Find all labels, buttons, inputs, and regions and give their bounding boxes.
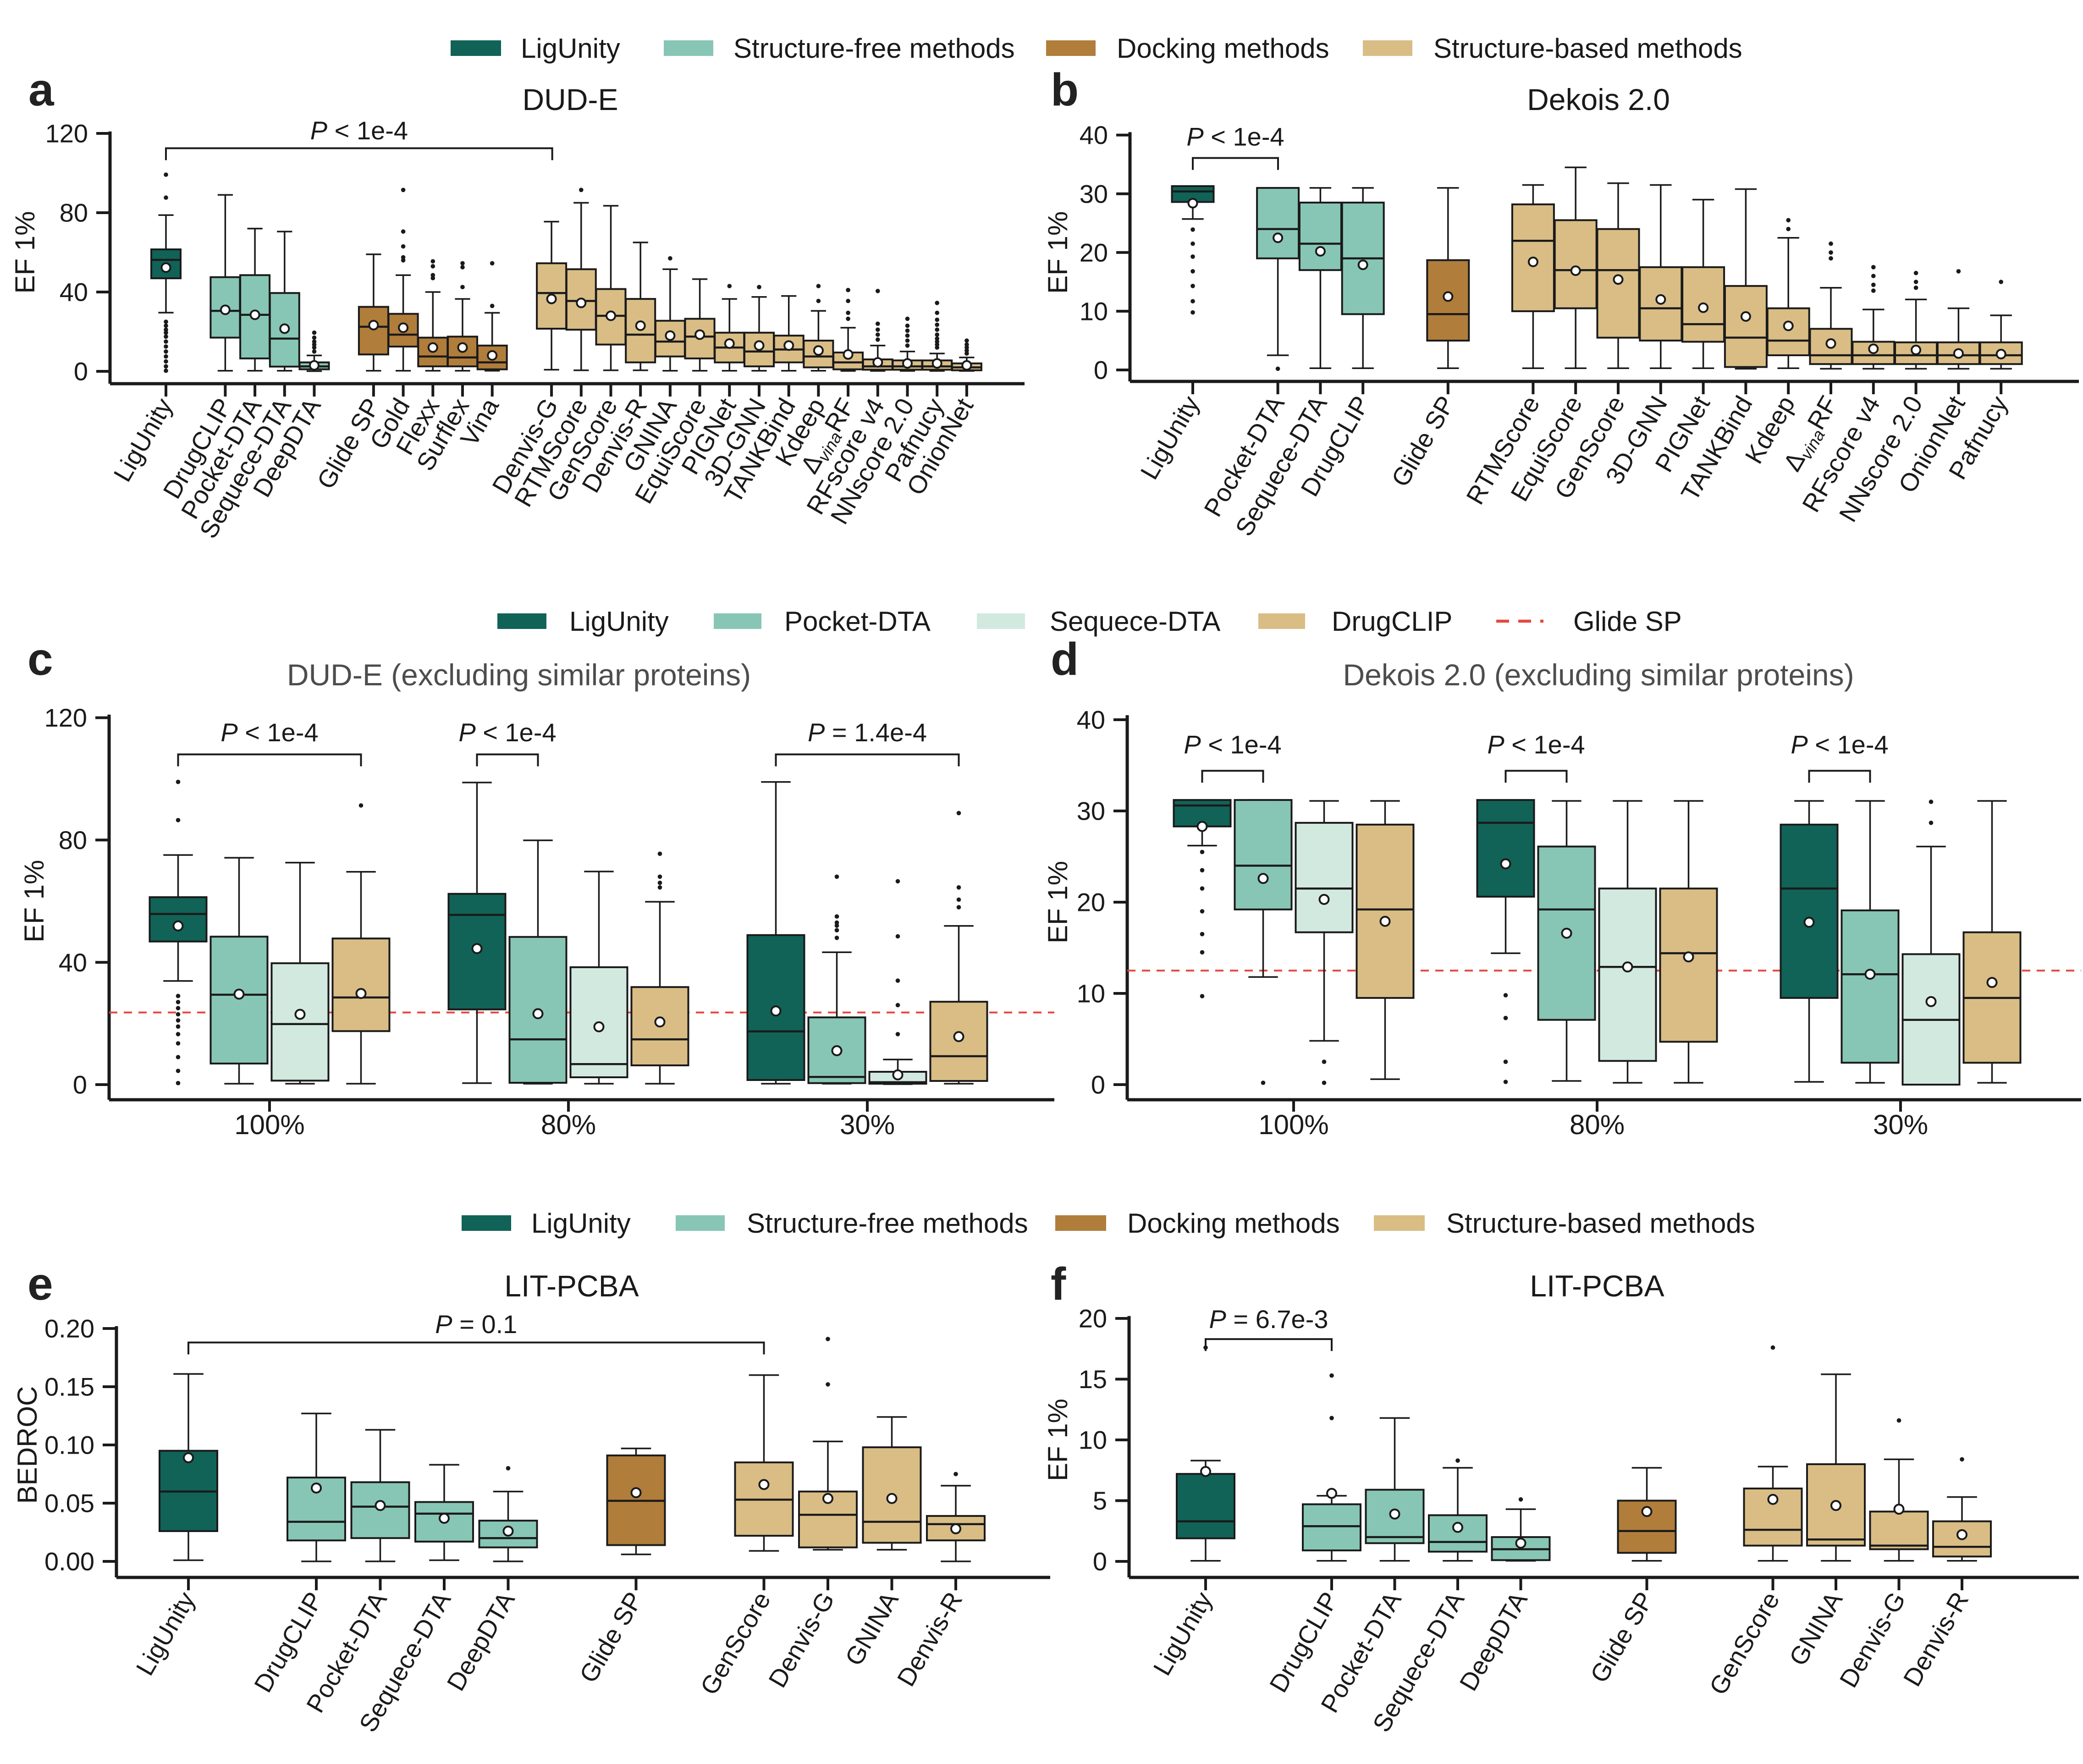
svg-text:0: 0 bbox=[74, 357, 88, 386]
svg-text:P = 0.1: P = 0.1 bbox=[435, 1310, 517, 1339]
svg-text:20: 20 bbox=[1077, 888, 1105, 917]
svg-text:EF 1%: EF 1% bbox=[10, 211, 40, 293]
svg-text:BEDROC: BEDROC bbox=[12, 1386, 43, 1504]
svg-text:20: 20 bbox=[1079, 1304, 1107, 1333]
svg-text:30%: 30% bbox=[1873, 1109, 1928, 1140]
svg-text:0.20: 0.20 bbox=[44, 1314, 94, 1343]
svg-text:LigUnity: LigUnity bbox=[569, 606, 669, 637]
svg-text:a: a bbox=[28, 64, 55, 116]
svg-text:DUD-E: DUD-E bbox=[523, 83, 618, 116]
svg-text:b: b bbox=[1051, 64, 1079, 116]
svg-text:5: 5 bbox=[1093, 1486, 1107, 1515]
svg-text:0: 0 bbox=[1091, 1070, 1105, 1099]
svg-text:0: 0 bbox=[73, 1070, 87, 1099]
svg-text:Docking methods: Docking methods bbox=[1127, 1208, 1340, 1239]
svg-text:e: e bbox=[28, 1258, 53, 1310]
svg-text:LIT-PCBA: LIT-PCBA bbox=[504, 1269, 639, 1303]
svg-text:30: 30 bbox=[1080, 179, 1108, 208]
svg-text:LIT-PCBA: LIT-PCBA bbox=[1530, 1269, 1664, 1303]
svg-text:DrugCLIP: DrugCLIP bbox=[1332, 606, 1452, 637]
svg-text:P = 6.7e-3: P = 6.7e-3 bbox=[1209, 1305, 1328, 1334]
svg-text:10: 10 bbox=[1080, 297, 1108, 326]
svg-text:80: 80 bbox=[60, 198, 88, 227]
svg-text:100%: 100% bbox=[1258, 1109, 1328, 1140]
svg-text:P < 1e-4: P < 1e-4 bbox=[1487, 730, 1585, 759]
svg-text:10: 10 bbox=[1077, 979, 1105, 1008]
svg-text:0.05: 0.05 bbox=[44, 1489, 94, 1518]
svg-text:Structure-based methods: Structure-based methods bbox=[1433, 33, 1742, 64]
svg-text:Dekois 2.0: Dekois 2.0 bbox=[1527, 83, 1670, 116]
svg-text:30%: 30% bbox=[840, 1109, 895, 1140]
svg-text:DUD-E (excluding similar prote: DUD-E (excluding similar proteins) bbox=[287, 658, 751, 692]
svg-text:80%: 80% bbox=[541, 1109, 596, 1140]
svg-text:LigUnity: LigUnity bbox=[521, 33, 620, 64]
svg-text:80%: 80% bbox=[1570, 1109, 1625, 1140]
svg-text:Docking methods: Docking methods bbox=[1117, 33, 1329, 64]
svg-text:P = 1.4e-4: P = 1.4e-4 bbox=[808, 718, 927, 747]
svg-text:d: d bbox=[1051, 634, 1079, 685]
svg-text:EF 1%: EF 1% bbox=[1042, 861, 1073, 943]
svg-text:10: 10 bbox=[1079, 1426, 1107, 1455]
svg-text:c: c bbox=[28, 634, 53, 685]
svg-text:0.15: 0.15 bbox=[44, 1373, 94, 1401]
svg-text:EF 1%: EF 1% bbox=[1042, 1399, 1073, 1481]
svg-text:Pocket-DTA: Pocket-DTA bbox=[784, 606, 931, 637]
svg-text:P < 1e-4: P < 1e-4 bbox=[310, 116, 408, 145]
svg-text:80: 80 bbox=[59, 826, 87, 854]
svg-text:40: 40 bbox=[1077, 706, 1105, 734]
svg-text:0.10: 0.10 bbox=[44, 1431, 94, 1460]
svg-text:P < 1e-4: P < 1e-4 bbox=[1184, 730, 1281, 759]
svg-text:120: 120 bbox=[45, 119, 88, 148]
svg-text:40: 40 bbox=[1080, 121, 1108, 149]
svg-text:Sequece-DTA: Sequece-DTA bbox=[1050, 606, 1220, 637]
svg-text:40: 40 bbox=[60, 278, 88, 307]
svg-text:EF 1%: EF 1% bbox=[19, 860, 50, 943]
svg-text:20: 20 bbox=[1080, 238, 1108, 267]
svg-text:120: 120 bbox=[44, 703, 87, 732]
svg-text:Dekois 2.0 (excluding similar: Dekois 2.0 (excluding similar proteins) bbox=[1343, 658, 1854, 692]
svg-text:Structure-based methods: Structure-based methods bbox=[1446, 1208, 1755, 1239]
svg-text:15: 15 bbox=[1079, 1365, 1107, 1394]
svg-text:Glide SP: Glide SP bbox=[1573, 606, 1682, 637]
svg-text:0.00: 0.00 bbox=[44, 1547, 94, 1576]
svg-text:P < 1e-4: P < 1e-4 bbox=[458, 718, 556, 747]
svg-text:f: f bbox=[1051, 1258, 1066, 1310]
svg-text:40: 40 bbox=[59, 948, 87, 977]
svg-text:100%: 100% bbox=[234, 1109, 304, 1140]
svg-text:Structure-free methods: Structure-free methods bbox=[747, 1208, 1028, 1239]
svg-text:LigUnity: LigUnity bbox=[531, 1208, 631, 1239]
svg-text:EF 1%: EF 1% bbox=[1042, 211, 1073, 294]
svg-text:P < 1e-4: P < 1e-4 bbox=[220, 718, 318, 747]
svg-text:P < 1e-4: P < 1e-4 bbox=[1186, 122, 1284, 151]
svg-text:0: 0 bbox=[1093, 1547, 1107, 1576]
svg-text:30: 30 bbox=[1077, 797, 1105, 826]
svg-text:P < 1e-4: P < 1e-4 bbox=[1791, 730, 1888, 759]
svg-text:0: 0 bbox=[1094, 356, 1108, 385]
svg-text:Structure-free methods: Structure-free methods bbox=[733, 33, 1015, 64]
